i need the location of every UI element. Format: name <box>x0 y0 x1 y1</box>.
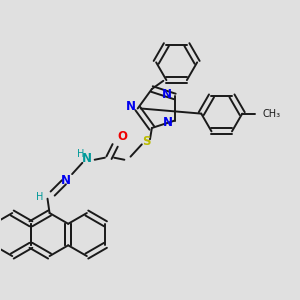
Text: H: H <box>36 192 43 202</box>
Text: S: S <box>142 135 150 148</box>
Text: N: N <box>162 88 172 101</box>
Text: O: O <box>117 130 127 143</box>
Text: H: H <box>76 148 84 159</box>
Text: N: N <box>163 116 172 129</box>
Text: CH₃: CH₃ <box>263 109 281 118</box>
Text: N: N <box>82 152 92 165</box>
Text: N: N <box>125 100 136 113</box>
Text: N: N <box>61 174 71 187</box>
